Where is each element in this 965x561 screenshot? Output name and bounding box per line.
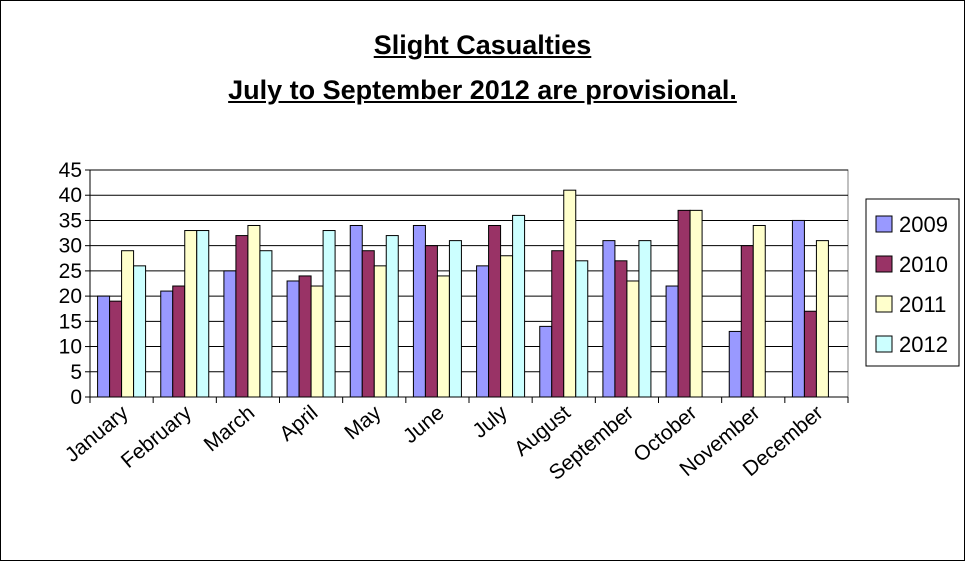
x-tick-label: May [340,401,386,444]
legend-label-2012: 2012 [899,332,948,357]
legend: 2009 2010 2011 2012 [865,198,960,367]
bar-2011-february [184,230,198,398]
bar-2009-march [223,270,237,398]
bar-2009-january [97,295,111,398]
legend-swatch-2012 [875,335,893,353]
bar-2011-march [247,224,261,398]
bar-2010-september [614,260,628,398]
legend-swatch-2009 [875,215,893,233]
bar-2012-march [259,250,273,398]
y-tick-label: 40 [59,184,82,207]
bar-2009-october [665,285,679,398]
legend-label-2009: 2009 [899,212,948,237]
legend-label-2010: 2010 [899,252,948,277]
y-tick-label: 15 [59,310,82,333]
x-tick-label: April [275,401,322,446]
chart-title: Slight Casualties [373,30,592,60]
bar-2010-august [551,250,565,398]
bar-2011-october [689,209,703,398]
bar-2009-february [160,290,174,398]
x-tick-label: July [468,401,512,443]
bar-2010-january [109,300,123,398]
bar-2009-may [349,224,363,398]
gridlines [89,169,849,398]
axes [85,169,849,403]
bar-2011-april [310,285,324,398]
bar-2011-june [436,275,450,398]
bar-2010-october [677,209,691,398]
bar-2010-april [298,275,312,398]
bar-2010-june [424,245,438,398]
x-tick-label: March [200,401,259,456]
bar-2011-january [121,250,135,398]
bar-2009-november [728,330,742,398]
bar-2012-july [512,214,526,398]
bar-2012-june [448,240,462,398]
bar-2012-april [322,230,336,398]
bar-2010-february [172,285,186,398]
y-tick-label: 30 [59,235,82,258]
y-tick-label: 20 [59,285,82,308]
bar-2012-january [133,265,147,398]
bar-2012-august [575,260,589,398]
y-tick-label: 0 [70,386,82,409]
y-tick-label: 25 [59,260,82,283]
bar-2010-july [488,224,502,398]
bar-2009-december [791,219,805,398]
bar-2011-july [500,255,514,398]
bar-2010-november [740,245,754,398]
bar-2011-may [373,265,387,398]
x-tick-label: February [117,401,197,473]
bar-2009-june [412,224,426,398]
bar-2012-february [196,230,210,398]
x-tick-label: June [399,401,449,448]
bar-2012-may [385,235,399,398]
bars [97,189,829,398]
legend-swatch-2010 [875,255,893,273]
bar-2010-march [235,235,249,398]
bar-2009-april [286,280,300,398]
y-tick-label: 10 [59,336,82,359]
bar-2009-july [476,265,490,398]
bar-2009-august [539,325,553,398]
bar-2011-december [815,240,829,398]
y-tick-label: 45 [59,159,82,182]
bar-2010-may [361,250,375,398]
chart-subtitle: July to September 2012 are provisional. [228,75,737,105]
bar-2011-november [752,224,766,398]
bar-2010-december [803,310,817,398]
bar-2012-september [638,240,652,398]
legend-swatch-2011 [875,295,893,313]
bar-2011-august [563,189,577,398]
y-tick-label: 35 [59,209,82,232]
bar-2011-september [626,280,640,398]
bar-2009-september [602,240,616,398]
y-tick-label: 5 [70,361,82,384]
legend-label-2011: 2011 [899,292,946,317]
